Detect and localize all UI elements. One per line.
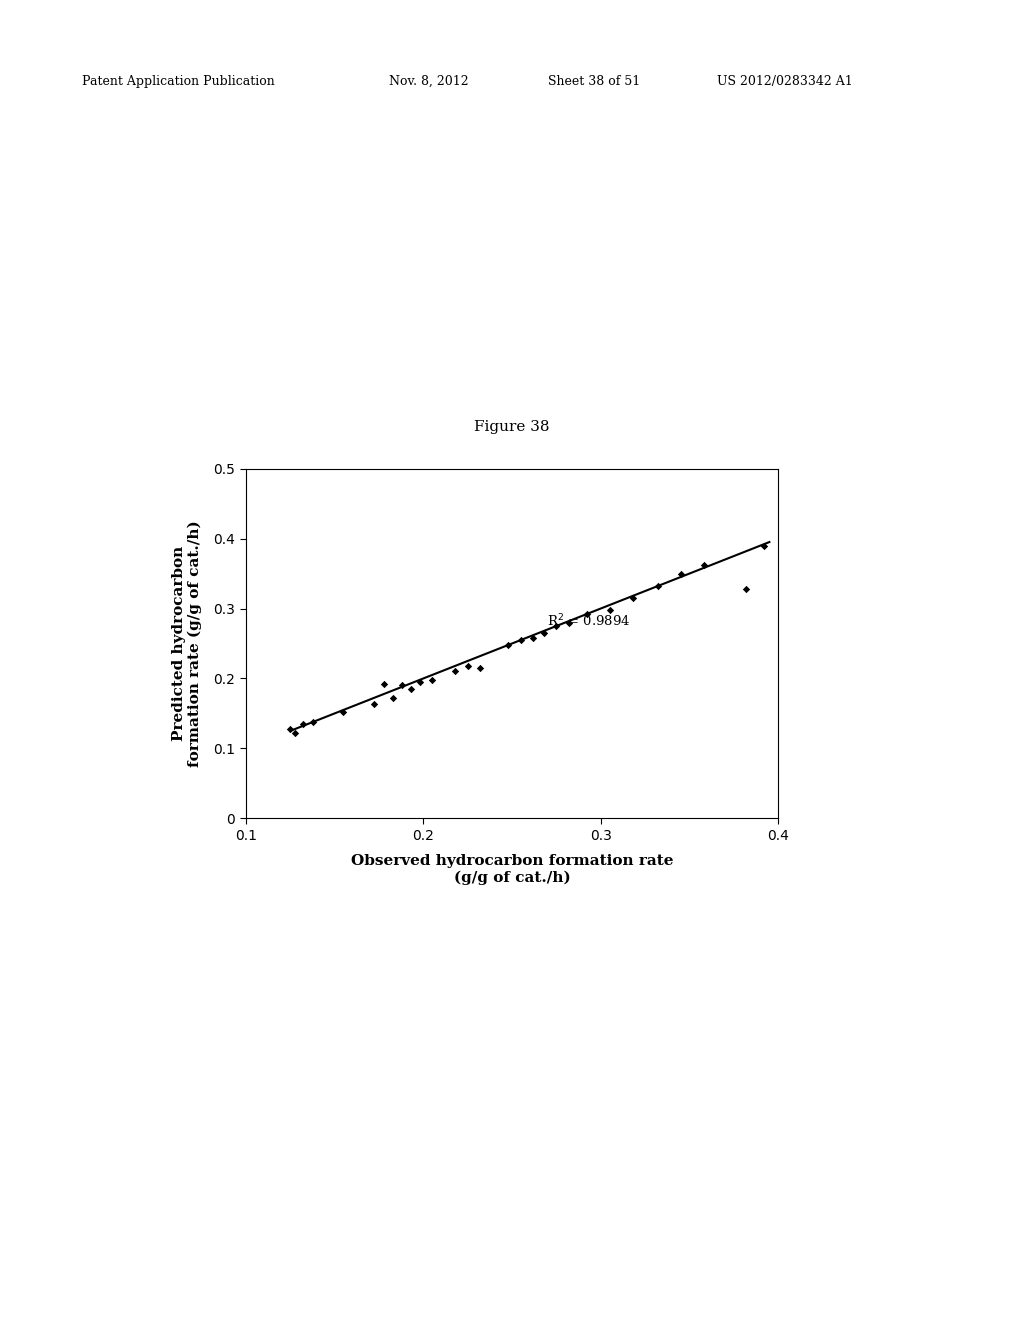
Point: [402, 678, 419, 700]
Point: [536, 623, 552, 644]
Point: [282, 718, 298, 739]
Point: [394, 675, 411, 696]
Point: [288, 722, 304, 743]
Point: [424, 669, 440, 690]
Point: [579, 603, 595, 624]
Y-axis label: Predicted hydrocarbon
formation rate (g/g of cat./h): Predicted hydrocarbon formation rate (g/…: [172, 520, 202, 767]
Text: R$^2$ = 0.9894: R$^2$ = 0.9894: [548, 612, 631, 630]
Point: [625, 587, 641, 609]
Point: [548, 615, 564, 636]
Point: [673, 562, 689, 583]
Point: [525, 627, 542, 648]
Point: [385, 688, 401, 709]
Point: [513, 630, 529, 651]
Point: [472, 657, 488, 678]
Point: [335, 701, 351, 722]
Point: [294, 713, 310, 734]
Point: [738, 578, 755, 599]
Point: [756, 535, 772, 556]
Point: [376, 673, 392, 694]
Point: [412, 672, 428, 693]
Point: [460, 655, 476, 676]
Point: [695, 554, 712, 576]
X-axis label: Observed hydrocarbon formation rate
(g/g of cat./h): Observed hydrocarbon formation rate (g/g…: [351, 854, 673, 884]
Text: Sheet 38 of 51: Sheet 38 of 51: [548, 75, 640, 88]
Text: US 2012/0283342 A1: US 2012/0283342 A1: [717, 75, 853, 88]
Text: Nov. 8, 2012: Nov. 8, 2012: [389, 75, 469, 88]
Point: [560, 612, 577, 634]
Point: [305, 711, 322, 733]
Text: Figure 38: Figure 38: [474, 420, 550, 434]
Text: Patent Application Publication: Patent Application Publication: [82, 75, 274, 88]
Point: [366, 694, 382, 715]
Point: [501, 635, 517, 656]
Point: [649, 576, 666, 597]
Point: [601, 599, 617, 620]
Point: [447, 661, 464, 682]
